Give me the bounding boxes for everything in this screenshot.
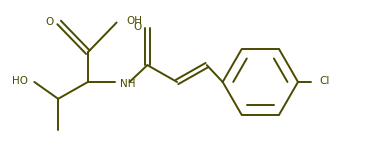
Text: O: O xyxy=(45,17,53,27)
Text: NH: NH xyxy=(120,79,135,89)
Text: O: O xyxy=(133,22,141,32)
Text: Cl: Cl xyxy=(320,76,330,86)
Text: OH: OH xyxy=(126,16,142,26)
Text: HO: HO xyxy=(12,76,28,86)
